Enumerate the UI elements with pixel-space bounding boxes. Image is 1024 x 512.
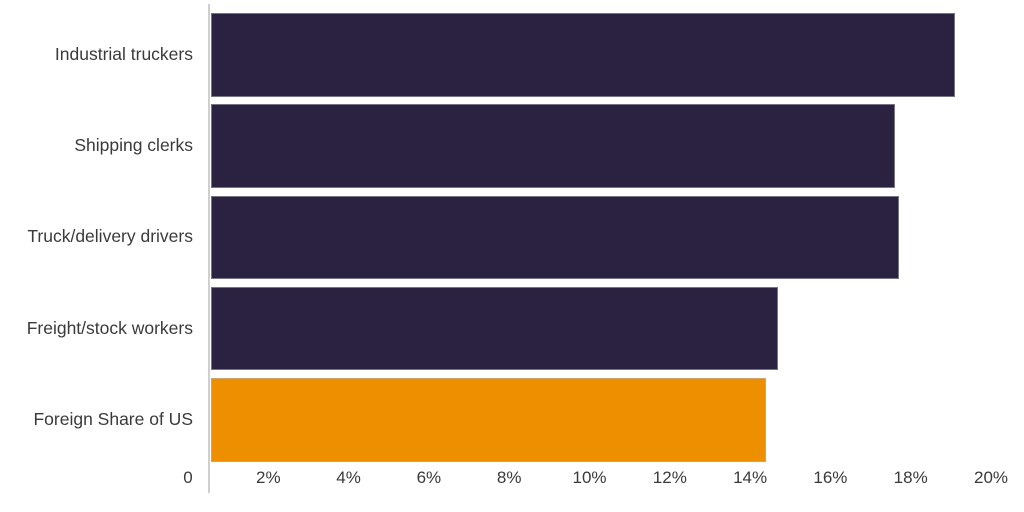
y-axis-line: [208, 4, 210, 493]
x-tick-label: 20%: [973, 468, 1009, 487]
x-tick-label: 10%: [572, 468, 607, 487]
category-label: Industrial truckers: [54, 43, 193, 64]
x-tick-label: 18%: [893, 468, 928, 487]
x-tick-label: 4%: [336, 468, 361, 487]
bar: [211, 104, 895, 188]
bar: [211, 13, 955, 97]
x-tick-label: 8%: [496, 468, 522, 487]
x-tick-label: 6%: [416, 468, 442, 487]
category-label: Freight/stock workers: [26, 317, 193, 338]
x-tick-label: 16%: [813, 468, 848, 487]
bar: [211, 286, 779, 371]
category-label: Shipping clerks: [74, 135, 193, 156]
bar: [211, 195, 899, 280]
bar-highlight: [211, 378, 767, 462]
category-label: Foreign Share of US: [33, 409, 193, 429]
x-tick-label: 0: [183, 468, 193, 487]
category-label: Truck/delivery drivers: [27, 226, 193, 247]
x-tick-label: 12%: [652, 468, 687, 487]
x-tick-label: 14%: [733, 468, 768, 487]
x-tick-label: 2%: [256, 468, 281, 487]
